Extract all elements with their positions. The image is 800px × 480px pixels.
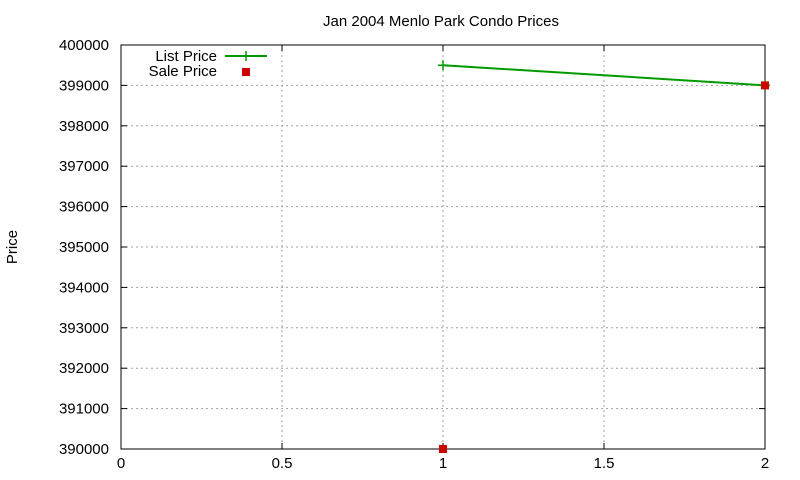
legend-square-marker: [242, 68, 250, 76]
y-tick-label: 391000: [59, 401, 109, 418]
series: [438, 60, 770, 453]
series-1: [439, 81, 769, 453]
legend-plus-marker: [241, 51, 251, 61]
x-tick-labels: 0 0.5 1 1.5 2: [117, 455, 769, 472]
y-tick-label: 397000: [59, 158, 109, 175]
list-price-line: [442, 64, 766, 87]
y-tick-label: 395000: [59, 239, 109, 256]
legend-label: Sale Price: [149, 63, 217, 80]
x-tick-label: 2: [761, 455, 769, 472]
y-tick-label: 394000: [59, 279, 109, 296]
legend-label: List Price: [155, 48, 217, 65]
y-tick-labels: 390000 391000 392000 393000 394000 395000 3960…: [59, 37, 109, 458]
y-tick-label: 399000: [59, 77, 109, 94]
x-tick-label: 1: [439, 455, 447, 472]
x-tick-label: 0: [117, 455, 125, 472]
sale-price-point: [761, 81, 769, 90]
y-tick-label: 390000: [59, 441, 109, 458]
list-price-point: [438, 60, 448, 71]
y-axis-label: Price: [4, 230, 21, 264]
y-tick-label: 396000: [59, 199, 109, 216]
sale-price-point: [439, 445, 447, 453]
axis-ticks: [120, 44, 766, 450]
y-tick-label: 392000: [59, 360, 109, 377]
chart-title: Jan 2004 Menlo Park Condo Prices: [323, 13, 559, 30]
x-tick-label: 1.5: [594, 455, 615, 472]
y-tick-label: 398000: [59, 118, 109, 135]
x-tick-label: 0.5: [272, 455, 293, 472]
y-tick-label: 400000: [59, 37, 109, 54]
grid-lines: [121, 45, 765, 449]
y-tick-label: 393000: [59, 320, 109, 337]
